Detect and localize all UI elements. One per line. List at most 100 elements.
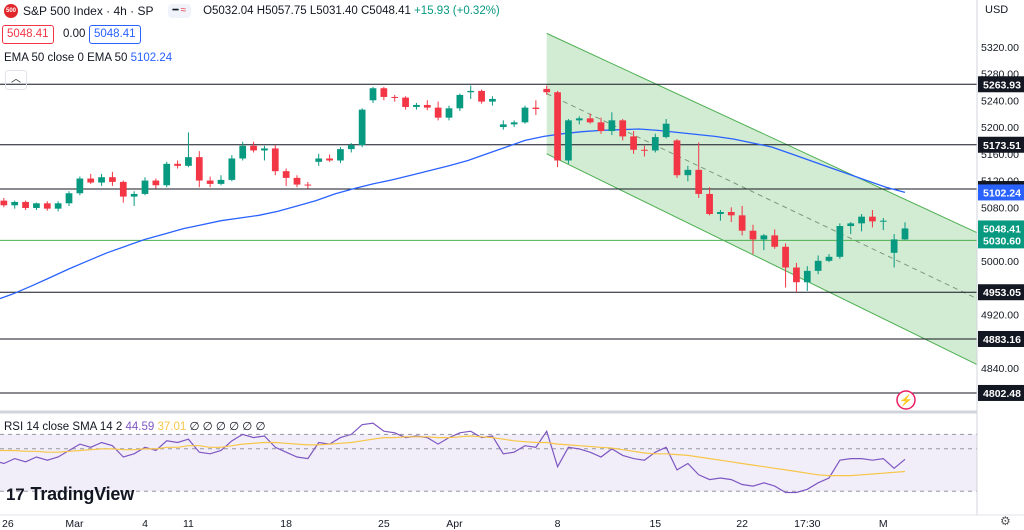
- price-tick-label: 5080.00: [981, 202, 1019, 214]
- channel-fill: [546, 33, 977, 365]
- candle-body: [380, 88, 388, 97]
- buy-price-box[interactable]: 5048.41: [89, 25, 141, 44]
- candle-body: [152, 180, 160, 186]
- price-tick-label: 5240.00: [981, 95, 1019, 107]
- candle-body: [185, 157, 192, 166]
- candle-body: [271, 148, 279, 172]
- current-price-label-bg: [978, 184, 1024, 201]
- candle-body: [727, 211, 735, 216]
- candle-body: [434, 107, 442, 118]
- candle-body: [847, 223, 855, 227]
- candle-body: [554, 92, 561, 161]
- candle-body: [619, 120, 627, 137]
- candle-body: [543, 88, 551, 93]
- candle-body: [879, 220, 887, 222]
- candle-body: [890, 239, 898, 253]
- candle-body: [358, 109, 366, 146]
- candle-body: [684, 169, 692, 176]
- candle-body: [489, 98, 496, 102]
- current-price-label-bg: [978, 220, 1024, 237]
- price-tick-label: 5000.00: [981, 256, 1019, 268]
- sell-price-box[interactable]: 5048.41: [2, 25, 54, 44]
- time-tick-label: 17:30: [794, 518, 820, 530]
- current-price-label: 5102.24: [983, 187, 1021, 199]
- time-tick-label: 4: [142, 518, 148, 530]
- candle-body: [54, 203, 62, 209]
- candle-body: [510, 122, 518, 125]
- candle-body: [239, 145, 247, 159]
- candle-body: [315, 158, 323, 162]
- candle-body: [11, 201, 19, 206]
- time-tick-label: 25: [378, 518, 390, 530]
- candle-body: [282, 171, 290, 178]
- chevron-up-icon: ︿: [11, 74, 21, 85]
- candle-body: [478, 90, 485, 102]
- candle-body: [565, 120, 572, 161]
- spread-value: 0.00: [63, 28, 86, 40]
- sp500-logo: 500: [4, 4, 18, 18]
- candle-body: [304, 184, 312, 186]
- plot-background: [0, 0, 977, 515]
- time-tick-label: 11: [183, 518, 194, 530]
- candle-body: [347, 145, 355, 150]
- candle-body: [695, 169, 703, 194]
- candle-body: [586, 118, 594, 123]
- time-tick-label: M: [879, 518, 888, 530]
- time-tick-label: 18: [280, 518, 292, 530]
- candle-body: [803, 270, 811, 283]
- candle-body: [641, 149, 648, 151]
- candle-body: [65, 193, 73, 204]
- rsi-sma-line: [0, 435, 906, 477]
- candle-body: [326, 158, 333, 161]
- rsi-legend[interactable]: RSI 14 close SMA 14 2 44.59 37.01 ∅ ∅ ∅ …: [4, 421, 266, 433]
- candle-body: [261, 148, 268, 151]
- level-price-label: 5263.93: [983, 79, 1021, 91]
- candle-body: [793, 267, 800, 283]
- candle-body: [662, 123, 670, 138]
- main-plot-area: [0, 0, 977, 515]
- level-price-label-bg: [978, 136, 1024, 153]
- channel-upper: [546, 32, 978, 234]
- tradingview-logo: 17 TradingView: [6, 484, 135, 504]
- candle-body: [445, 108, 453, 118]
- candle-body: [521, 107, 529, 123]
- time-tick-label: Apr: [446, 518, 463, 530]
- candle-body: [825, 256, 833, 261]
- ema-legend[interactable]: EMA 50 close 0 EMA 50 5102.24: [4, 52, 173, 64]
- candle-body: [717, 211, 724, 214]
- price-tick-label: 4840.00: [981, 363, 1019, 375]
- candle-body: [782, 246, 789, 268]
- level-price-label-bg: [978, 384, 1024, 401]
- candle-body: [738, 215, 746, 231]
- candle-body: [814, 260, 822, 271]
- candle-body: [195, 157, 203, 181]
- channel-mid: [546, 93, 978, 300]
- visibility-toggle[interactable]: ━ ≈: [167, 4, 192, 18]
- rsi-band: [0, 434, 977, 492]
- ema-line: [0, 128, 906, 300]
- candle-body: [651, 137, 659, 151]
- level-price-label-bg: [978, 76, 1024, 93]
- candle-body: [109, 177, 116, 182]
- time-tick-label: 8: [555, 518, 561, 530]
- candle-body: [250, 145, 257, 151]
- price-tick-label: 5320.00: [981, 42, 1019, 54]
- candle-body: [293, 177, 301, 185]
- candle-body: [869, 216, 876, 222]
- candle-body: [217, 179, 225, 184]
- symbol-title[interactable]: S&P 500 Index · 4h · SP: [23, 4, 154, 18]
- candle-body: [87, 178, 95, 183]
- time-tick-label: Mar: [65, 518, 84, 530]
- candle-body: [760, 235, 768, 240]
- settings-gear-icon[interactable]: ⚙: [1000, 514, 1011, 528]
- candle-body: [673, 140, 681, 176]
- horizontal-levels: [0, 83, 977, 394]
- chart-header: 500 S&P 500 Index · 4h · SP ━ ≈ O5032.04 …: [0, 0, 500, 22]
- collapse-legend-button[interactable]: ︿: [5, 70, 27, 90]
- candle-body: [858, 216, 865, 224]
- tv-mark-icon: 17: [6, 484, 25, 504]
- candle-body: [141, 180, 149, 194]
- level-price-label-bg: [978, 284, 1024, 301]
- currency-label[interactable]: USD: [985, 4, 1009, 16]
